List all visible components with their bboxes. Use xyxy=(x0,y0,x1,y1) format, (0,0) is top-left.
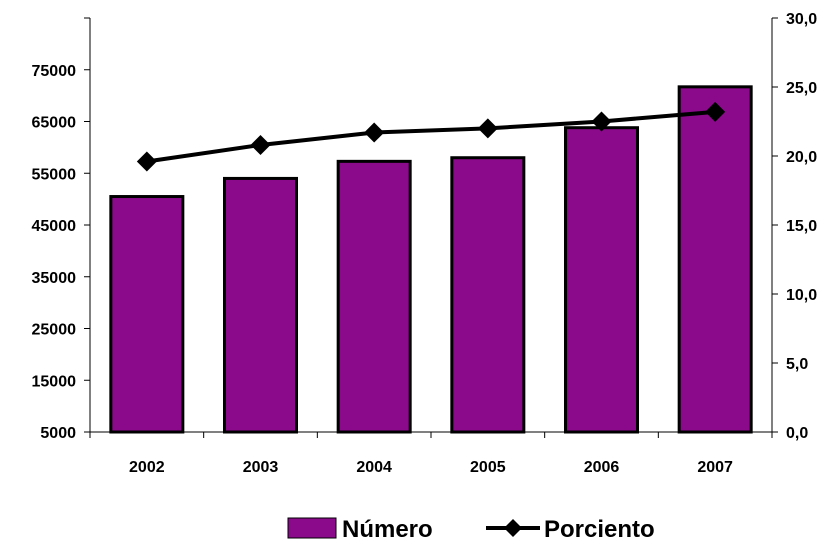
legend-marker-porciento xyxy=(504,519,522,537)
porciento-point-2003 xyxy=(250,134,271,155)
right-tick-label: 15,0 xyxy=(786,218,817,235)
bar-2002 xyxy=(109,195,185,434)
right-tick-label: 30,0 xyxy=(786,11,817,28)
porciento-point-2002 xyxy=(136,151,157,172)
left-tick-label: 5000 xyxy=(40,425,76,442)
legend: Número Porciento xyxy=(287,516,655,543)
axes: 5000 15000 25000 35000 45000 55000 65000 75000 0… xyxy=(32,11,818,476)
porciento-point-2005 xyxy=(477,118,498,139)
x-tick-label: 2005 xyxy=(470,459,506,476)
x-tick-label: 2007 xyxy=(697,459,733,476)
left-tick-label: 25000 xyxy=(32,322,77,339)
right-tick-label: 5,0 xyxy=(786,356,808,373)
porciento-line xyxy=(146,109,716,164)
bar-2006 xyxy=(564,126,639,434)
porciento-point-2006 xyxy=(591,111,612,132)
left-tick-label: 35000 xyxy=(32,270,77,287)
left-tick-label: 45000 xyxy=(32,218,77,235)
left-tick-label: 75000 xyxy=(32,63,77,80)
left-tick-label: 15000 xyxy=(32,373,77,390)
porciento-point-2004 xyxy=(364,122,385,143)
left-tick-label: 65000 xyxy=(32,115,77,132)
right-tick-label: 20,0 xyxy=(786,149,817,166)
x-tick-label: 2003 xyxy=(243,459,279,476)
right-tick-label: 25,0 xyxy=(786,80,817,97)
right-tick-label: 10,0 xyxy=(786,287,817,304)
x-tick-label: 2002 xyxy=(129,459,165,476)
legend-label-porciento: Porciento xyxy=(544,516,655,543)
left-tick-label: 55000 xyxy=(32,166,77,183)
line-series-porciento xyxy=(136,101,726,172)
x-tick-label: 2004 xyxy=(356,459,392,476)
legend-label-numero: Número xyxy=(342,516,433,543)
x-tick-label: 2006 xyxy=(584,459,620,476)
legend-swatch-numero xyxy=(287,517,337,539)
bar-2003 xyxy=(223,176,298,434)
bar-2007 xyxy=(677,85,753,434)
bar-2004 xyxy=(336,159,412,434)
right-tick-label: 0,0 xyxy=(786,425,808,442)
bar-series-numero xyxy=(109,85,753,434)
bar-2005 xyxy=(450,156,526,434)
porciento-point-2007 xyxy=(705,101,726,122)
